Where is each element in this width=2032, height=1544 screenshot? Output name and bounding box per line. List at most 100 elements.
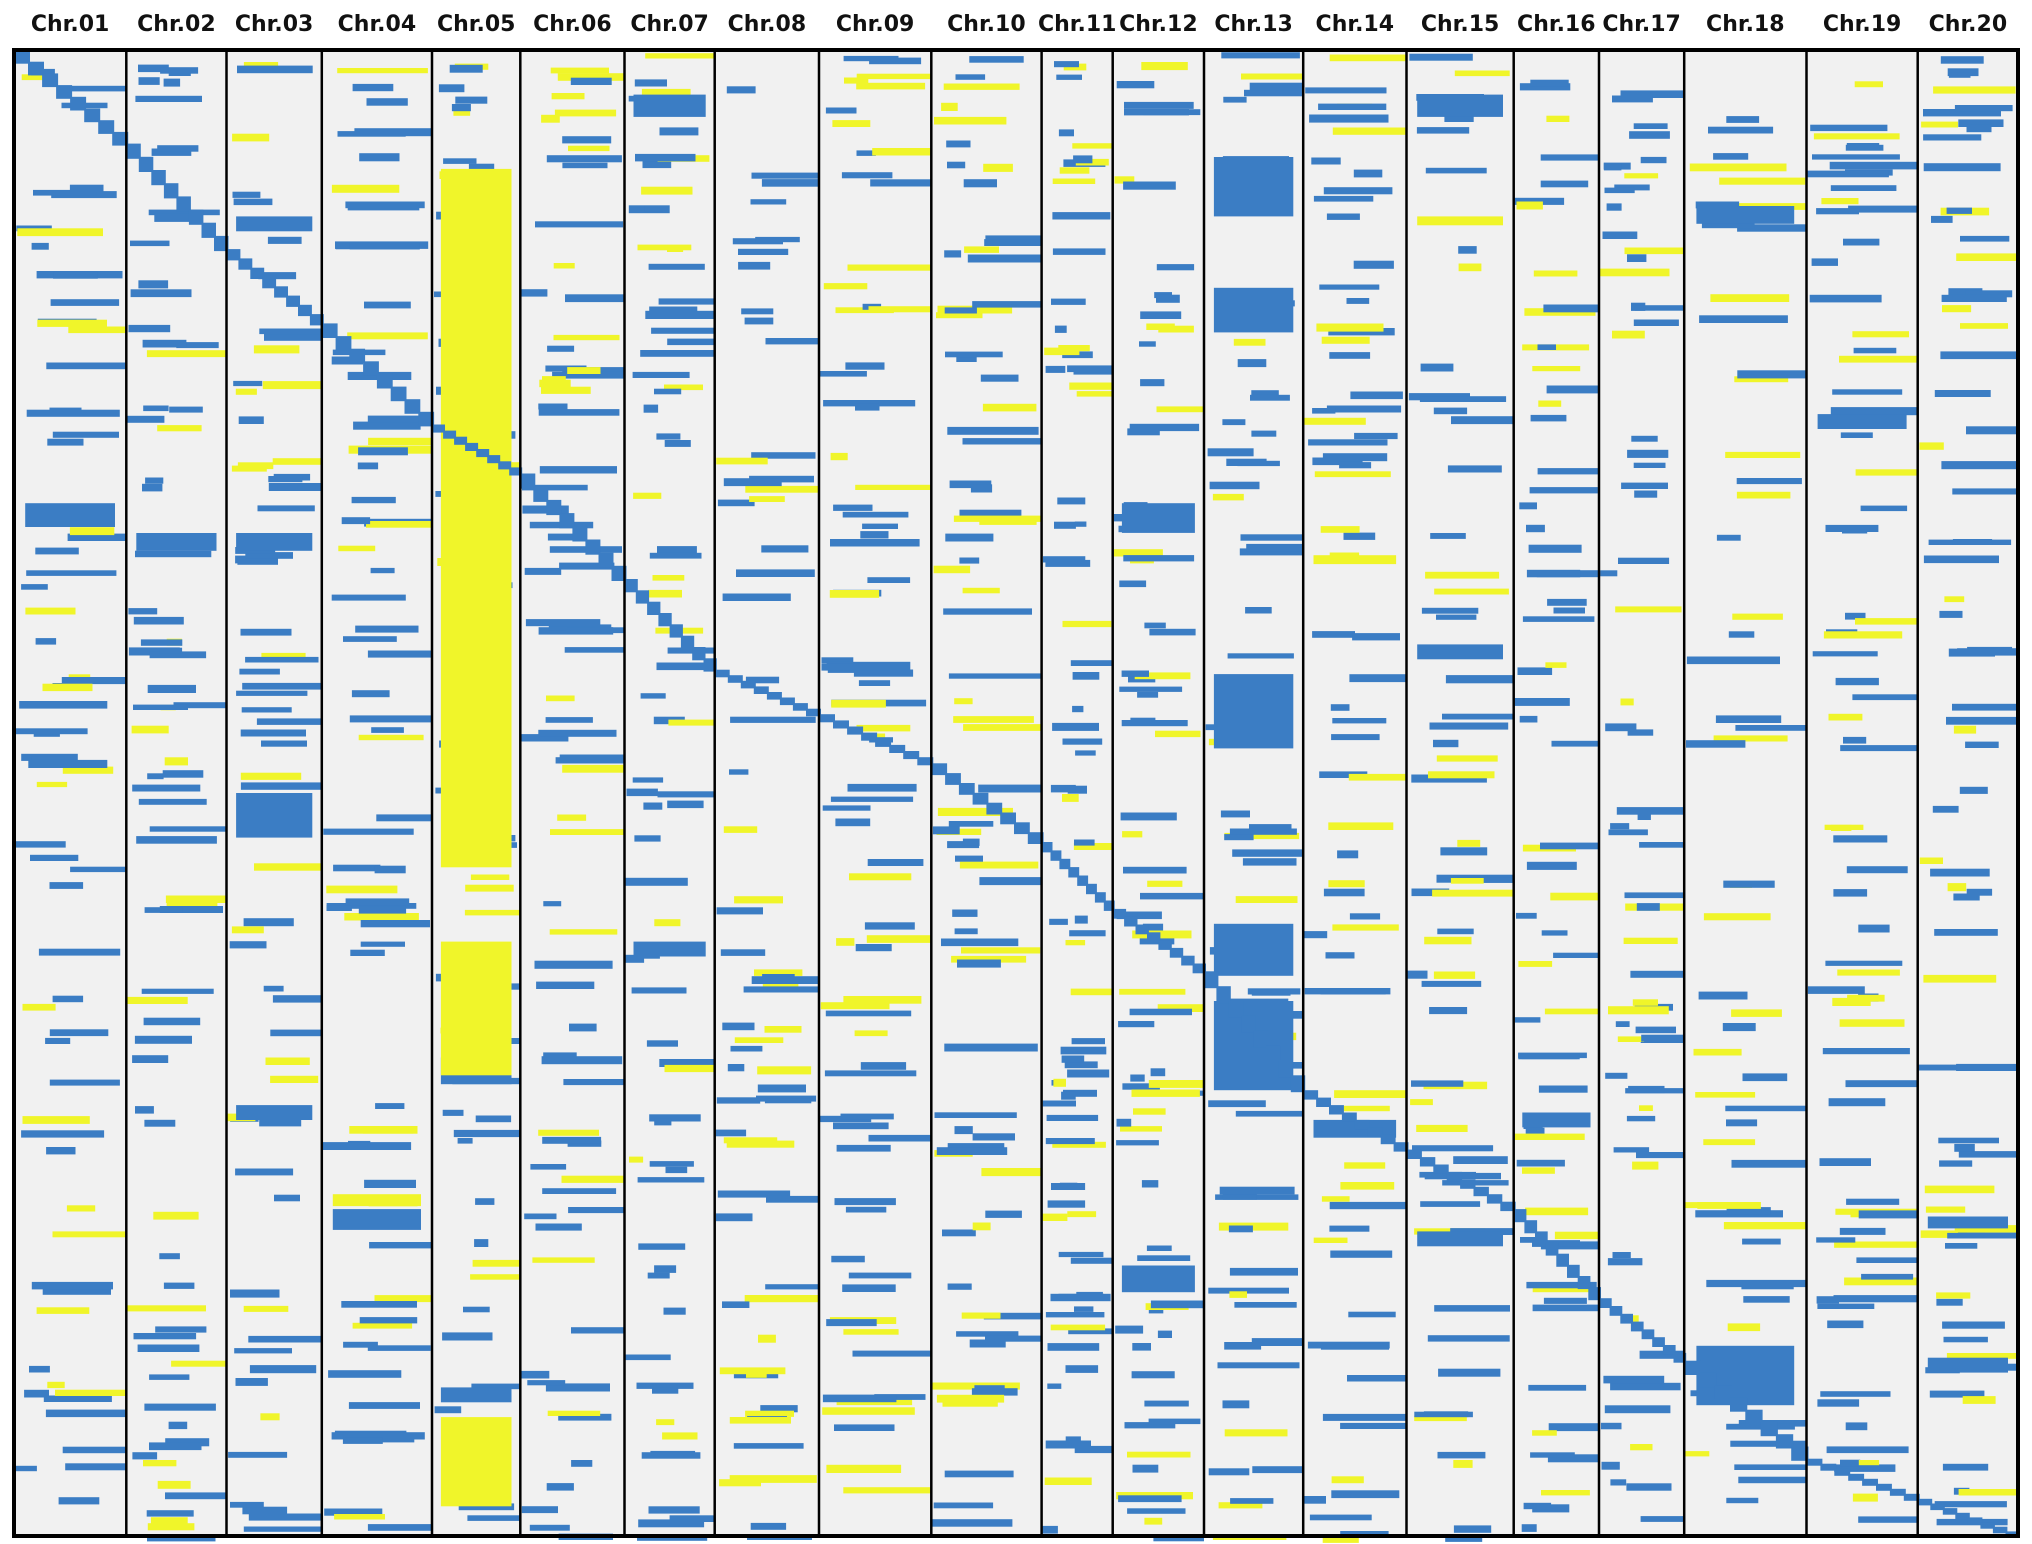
synteny-hit [559, 562, 615, 570]
offdiagonal-block [633, 94, 706, 117]
synteny-hit [1063, 1089, 1097, 1097]
diagonal-block [1630, 1321, 1644, 1332]
synteny-hit [240, 628, 292, 636]
chromosome-label: Chr.14 [1316, 12, 1395, 37]
diagonal-block [349, 348, 366, 364]
secondary-hit [1828, 713, 1863, 721]
secondary-hit [823, 283, 868, 290]
synteny-hit [457, 1138, 473, 1144]
synteny-hit [359, 153, 400, 162]
synteny-hit [245, 552, 293, 559]
secondary-hit [567, 367, 601, 374]
synteny-hit [1305, 87, 1387, 94]
diagonal-block [1068, 867, 1080, 878]
synteny-hit [1220, 810, 1250, 818]
secondary-hit [1854, 81, 1883, 88]
synteny-hit [1116, 911, 1162, 920]
offdiagonal-block [236, 1105, 313, 1120]
secondary-hit [726, 1140, 795, 1148]
synteny-hit [132, 784, 201, 792]
synteny-hit [1411, 1080, 1464, 1087]
synteny-hit [240, 729, 306, 737]
synteny-hit [142, 339, 187, 348]
synteny-hit [1221, 52, 1300, 59]
secondary-hit [1042, 1213, 1068, 1221]
synteny-hit [638, 1519, 705, 1528]
diagonal-block [1204, 971, 1219, 989]
secondary-hit [734, 896, 783, 904]
secondary-hit [1933, 86, 2016, 94]
synteny-hit [978, 784, 1042, 793]
secondary-hit [240, 772, 302, 780]
secondary-hit [749, 496, 785, 502]
secondary-hit [1053, 1078, 1066, 1087]
synteny-hit [1045, 1138, 1095, 1145]
synteny-hit [955, 74, 986, 80]
synteny-hit [521, 1506, 558, 1514]
synteny-hit [1858, 1210, 1918, 1219]
synteny-hit [1948, 72, 1971, 78]
diagonal-block [585, 539, 601, 555]
chromosome-label: Chr.01 [31, 12, 110, 37]
synteny-hit [1330, 704, 1350, 711]
synteny-hit [1543, 304, 1599, 313]
synteny-hit [1149, 628, 1196, 636]
synteny-hit [1640, 1516, 1685, 1522]
synteny-hit [1250, 394, 1290, 401]
synteny-hit [824, 1070, 917, 1077]
synteny-hit [15, 1465, 37, 1472]
synteny-hit [35, 638, 57, 645]
secondary-hit [1703, 913, 1771, 921]
secondary-hit [21, 74, 49, 81]
synteny-hit [1420, 363, 1454, 372]
diagonal-block [262, 277, 277, 289]
synteny-hit [543, 1052, 577, 1059]
synteny-hit [1604, 187, 1635, 194]
synteny-hit [1320, 1344, 1389, 1350]
secondary-hit [1320, 526, 1360, 533]
synteny-hit [1242, 858, 1297, 866]
synteny-hit [237, 65, 313, 74]
synteny-hit [571, 1460, 593, 1467]
synteny-hit [1052, 212, 1111, 220]
synteny-hit [534, 960, 613, 969]
diagonal-block [1917, 1498, 1933, 1506]
secondary-hit [633, 492, 662, 499]
secondary-hit [1212, 493, 1244, 501]
synteny-hit [741, 308, 774, 315]
synteny-hit [65, 1463, 127, 1471]
synteny-hit [1458, 246, 1477, 254]
synteny-hit [1742, 1238, 1781, 1245]
synteny-hit [1436, 614, 1477, 620]
synteny-hit [1116, 1118, 1132, 1127]
secondary-hit [358, 734, 424, 741]
synteny-hit [1701, 221, 1755, 229]
synteny-hit [947, 1143, 1005, 1151]
diagonal-block [1393, 1142, 1409, 1152]
diagonal-block [1834, 1468, 1851, 1476]
synteny-hit [858, 680, 891, 686]
synteny-hit [1641, 1034, 1685, 1042]
secondary-hit [1624, 247, 1684, 255]
synteny-hit [1731, 1159, 1807, 1168]
secondary-hit [645, 53, 715, 59]
synteny-hit [970, 484, 993, 493]
synteny-hit [1424, 1172, 1501, 1180]
synteny-hit [443, 158, 477, 164]
secondary-hit [1328, 880, 1365, 888]
synteny-hit [542, 1136, 602, 1144]
synteny-hit [169, 406, 203, 413]
diagonal-block [1278, 1060, 1293, 1078]
synteny-hit [242, 682, 322, 690]
secondary-hit [37, 319, 107, 327]
synteny-hit [1940, 351, 2018, 360]
synteny-hit [1052, 248, 1106, 255]
synteny-hit [761, 179, 819, 187]
secondary-hit [1141, 62, 1188, 71]
synteny-hit [1943, 1336, 1988, 1343]
chromosome-label: Chr.02 [137, 12, 216, 37]
synteny-hit [640, 350, 715, 357]
synteny-hit [1828, 1098, 1886, 1107]
diagonal-block [454, 436, 468, 445]
diagonal-block [1094, 892, 1106, 903]
